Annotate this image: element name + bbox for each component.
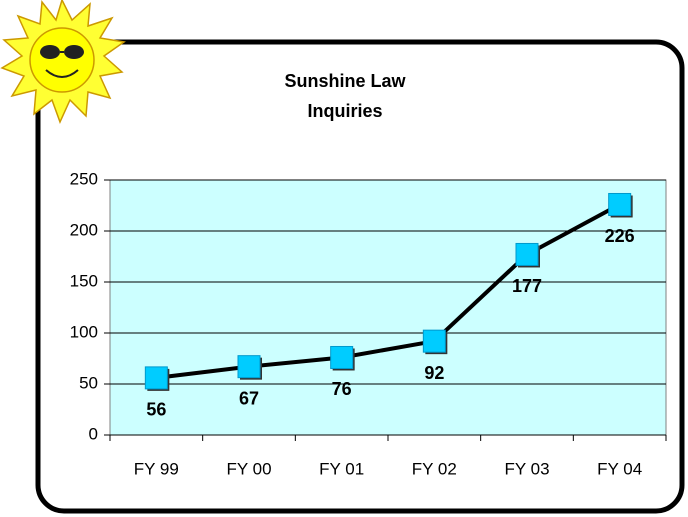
y-tick-label: 150 — [70, 271, 98, 290]
x-tick-label: FY 02 — [412, 459, 457, 478]
sun-icon — [0, 0, 126, 124]
data-label: 76 — [332, 379, 352, 399]
data-label: 67 — [239, 388, 259, 408]
x-tick-label: FY 03 — [504, 459, 549, 478]
x-tick-label: FY 04 — [597, 459, 642, 478]
data-label: 92 — [424, 363, 444, 383]
marker — [515, 242, 539, 266]
x-tick-label: FY 00 — [226, 459, 271, 478]
data-label: 56 — [146, 400, 166, 420]
marker — [608, 192, 632, 216]
marker — [330, 345, 354, 369]
y-tick-label: 50 — [79, 373, 98, 392]
y-tick-label: 100 — [70, 322, 98, 341]
line — [156, 202, 621, 380]
y-tick-label: 250 — [70, 169, 98, 188]
chart-title: Sunshine Law Inquiries — [284, 71, 406, 121]
y-tick-label: 0 — [89, 424, 98, 443]
marker — [422, 329, 446, 353]
x-tick-label: FY 99 — [134, 459, 179, 478]
x-tick-label: FY 01 — [319, 459, 364, 478]
marker — [237, 355, 261, 379]
marker — [144, 366, 168, 390]
plot-area — [109, 179, 667, 436]
y-tick-label: 200 — [70, 220, 98, 239]
data-label: 177 — [512, 276, 542, 296]
data-label: 226 — [605, 226, 635, 246]
